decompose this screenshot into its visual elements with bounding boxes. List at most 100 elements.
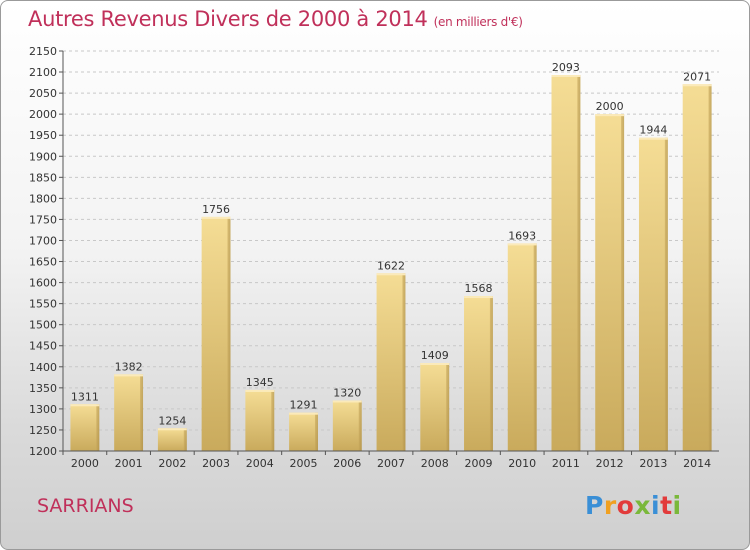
- bar-top: [201, 216, 231, 219]
- y-tick-label: 2150: [29, 45, 57, 58]
- x-tick-label: 2007: [377, 457, 405, 470]
- axes: 1200 1250 1300 1350 1400 1450 1500 1550 1600 1650…: [29, 45, 719, 470]
- y-tick-label: 1700: [29, 234, 57, 247]
- bar-shade: [271, 389, 275, 451]
- bar-shade: [664, 137, 668, 451]
- bar-shade: [358, 400, 362, 451]
- x-tick-label: 2011: [552, 457, 580, 470]
- y-tick-label: 1200: [29, 445, 57, 458]
- bar-shade: [314, 412, 318, 451]
- x-tick-label: 2003: [202, 457, 230, 470]
- data-label: 1291: [290, 399, 318, 412]
- x-tick-label: 2008: [421, 457, 449, 470]
- bar: [420, 363, 450, 451]
- y-tick-label: 1800: [29, 192, 57, 205]
- bar-top: [332, 400, 362, 403]
- x-tick-label: 2009: [464, 457, 492, 470]
- y-tick-label: 1650: [29, 256, 57, 269]
- logo-letter: o: [616, 491, 635, 520]
- bar: [114, 374, 144, 451]
- chart-unit-note: (en milliers d'€): [433, 15, 523, 29]
- x-tick-label: 2002: [158, 457, 186, 470]
- bar: [289, 412, 318, 451]
- logo-letter: r: [603, 491, 617, 520]
- data-label: 1622: [377, 259, 405, 272]
- bar: [464, 296, 493, 451]
- x-tick-label: 2006: [333, 457, 361, 470]
- bar-top: [157, 428, 187, 431]
- bar-shade: [402, 273, 406, 451]
- data-label: 1311: [71, 390, 99, 403]
- y-tick-label: 1750: [29, 213, 57, 226]
- bars: 1311 1382 1254 1756 1345 1291 1320 1622 1409 1568…: [70, 61, 712, 452]
- bar-top: [551, 75, 581, 77]
- x-tick-label: 2000: [71, 457, 99, 470]
- bar-top: [114, 374, 144, 377]
- x-tick-label: 2005: [290, 457, 318, 470]
- y-tick-label: 1850: [29, 171, 57, 184]
- y-tick-label: 2050: [29, 87, 57, 100]
- bar: [376, 273, 406, 451]
- bar-top: [289, 412, 318, 415]
- bar-shade: [489, 296, 493, 451]
- bar: [332, 400, 362, 451]
- bar: [638, 137, 668, 451]
- y-tick-label: 1500: [29, 319, 57, 332]
- x-tick-label: 2004: [246, 457, 274, 470]
- data-label: 1382: [115, 360, 143, 373]
- x-tick-label: 2012: [596, 457, 624, 470]
- bar: [245, 389, 275, 451]
- bar-top: [420, 363, 450, 365]
- bar: [682, 84, 712, 452]
- bar: [507, 243, 537, 451]
- data-label: 1568: [464, 282, 492, 295]
- data-label: 2071: [683, 70, 711, 83]
- bar-top: [464, 296, 493, 299]
- bar-top: [682, 84, 712, 87]
- bar-top: [245, 389, 275, 392]
- x-tick-label: 2010: [508, 457, 536, 470]
- bar-shade: [96, 404, 100, 451]
- logo-letter: t: [660, 491, 673, 520]
- data-label: 1254: [158, 414, 186, 427]
- bar: [201, 216, 231, 451]
- y-tick-label: 1900: [29, 150, 57, 163]
- y-tick-label: 1550: [29, 298, 57, 311]
- y-tick-label: 1350: [29, 382, 57, 395]
- bar-top: [376, 273, 406, 276]
- bar-shade: [621, 114, 625, 451]
- bar-shade: [533, 243, 537, 451]
- bar-shade: [708, 84, 712, 452]
- data-label: 1756: [202, 203, 230, 216]
- logo-letter: i: [651, 491, 661, 520]
- data-label: 2093: [552, 61, 580, 74]
- data-label: 1693: [508, 229, 536, 242]
- x-tick-label: 2001: [115, 457, 143, 470]
- city-name: SARRIANS: [37, 495, 134, 517]
- data-label: 1320: [333, 386, 361, 399]
- proxiti-logo: Proxiti: [585, 491, 682, 520]
- bar-shade: [227, 216, 231, 451]
- x-tick-label: 2013: [639, 457, 667, 470]
- y-tick-label: 1300: [29, 403, 57, 416]
- y-tick-label: 1250: [29, 424, 57, 437]
- data-label: 1944: [639, 124, 667, 137]
- chart-title-text: Autres Revenus Divers de 2000 à 2014: [28, 7, 428, 31]
- y-tick-label: 1450: [29, 340, 57, 353]
- y-tick-label: 1950: [29, 129, 57, 142]
- bar-top: [638, 137, 668, 140]
- data-label: 1345: [246, 376, 274, 389]
- bar-shade: [446, 363, 450, 451]
- bar-shade: [183, 428, 187, 451]
- x-tick-label: 2014: [683, 457, 711, 470]
- y-tick-label: 1600: [29, 277, 57, 290]
- data-label: 1409: [421, 349, 449, 362]
- logo-letter: x: [634, 491, 651, 520]
- data-label: 2000: [596, 100, 624, 113]
- bar: [70, 404, 100, 451]
- bar: [595, 114, 625, 451]
- logo-letter: i: [672, 491, 682, 520]
- logo-letter: P: [585, 491, 604, 520]
